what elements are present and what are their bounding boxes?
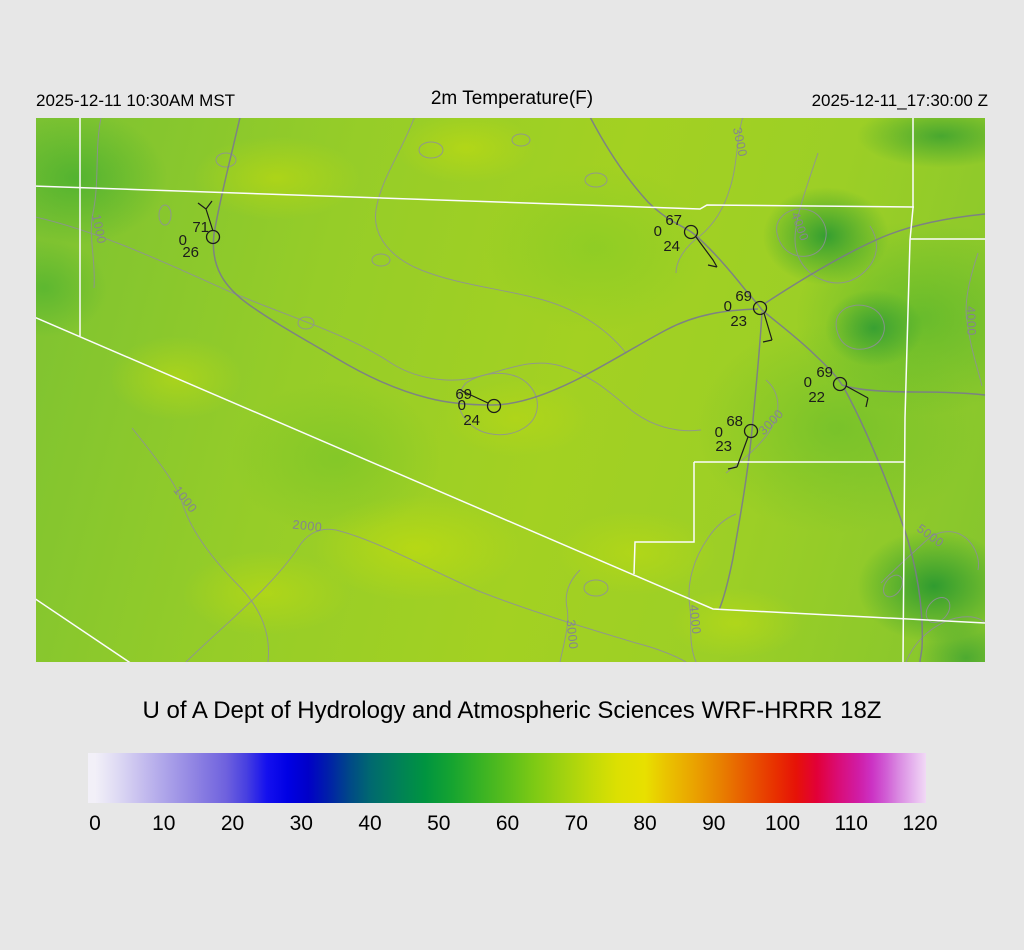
colorbar-tick: 20 xyxy=(220,812,245,835)
contour-label: 5000 xyxy=(914,521,946,550)
wind-barb-icon xyxy=(461,390,489,404)
station-circle xyxy=(486,398,502,414)
station-mid: 0 xyxy=(804,374,812,391)
colorbar-tick: 80 xyxy=(633,812,657,835)
colorbar-tick: 0 xyxy=(89,812,101,835)
station-plot: 67 0 24 xyxy=(654,212,718,268)
station-temp: 69 xyxy=(816,364,833,381)
station-dewpoint: 22 xyxy=(808,389,825,406)
contour-label: 3000 xyxy=(730,126,750,158)
station-plot: 69 0 22 xyxy=(804,364,869,408)
colorbar-ticks: 0 10 20 30 40 50 60 70 80 90 100 110 120 xyxy=(88,812,937,838)
colorbar-tick: 100 xyxy=(764,812,801,835)
station-mid: 0 xyxy=(179,232,187,249)
wind-barb-icon xyxy=(695,236,718,268)
station-circle xyxy=(743,423,759,439)
contour-label: 1000 xyxy=(170,483,199,515)
map-overlay: 1000 1000 2000 3000 4000 3000 4000 4000 … xyxy=(36,118,985,662)
colorbar-tick: 120 xyxy=(902,812,938,835)
credit-line: U of A Dept of Hydrology and Atmospheric… xyxy=(142,697,882,724)
station-mid: 0 xyxy=(724,298,732,315)
station-temp: 71 xyxy=(192,219,209,236)
colorbar-tick: 90 xyxy=(702,812,726,835)
contour-label: 3000 xyxy=(756,407,787,438)
colorbar-tick: 50 xyxy=(427,812,451,835)
station-temp: 68 xyxy=(726,413,743,430)
station-dewpoint: 24 xyxy=(663,238,680,255)
colorbar-tick: 40 xyxy=(358,812,382,835)
station-circle xyxy=(832,376,848,392)
road-lines xyxy=(212,118,985,662)
station-plot: 68 0 23 xyxy=(715,413,759,470)
wind-barb-icon xyxy=(762,312,773,343)
station-dewpoint: 26 xyxy=(182,244,199,261)
contour-label: 4000 xyxy=(686,604,703,635)
contour-label: 2000 xyxy=(292,518,323,535)
contour-label: 4000 xyxy=(963,306,978,336)
station-mid: 0 xyxy=(654,223,662,240)
station-temp: 69 xyxy=(455,386,472,403)
colorbar: 0 10 20 30 40 50 60 70 80 90 100 110 120 xyxy=(88,753,938,843)
station-dewpoint: 23 xyxy=(730,313,747,330)
station-plot: 69 0 23 xyxy=(724,288,773,343)
station-circle xyxy=(683,224,699,240)
contour-label: 4000 xyxy=(788,210,811,243)
colorbar-tick: 110 xyxy=(834,812,868,835)
station-temp: 69 xyxy=(735,288,752,305)
colorbar-tick: 70 xyxy=(564,812,588,835)
wind-barb-icon xyxy=(845,385,869,408)
wind-barb-icon xyxy=(727,436,749,470)
station-dewpoint: 23 xyxy=(715,438,732,455)
contour-label: 3000 xyxy=(563,619,580,650)
station-mid: 0 xyxy=(458,397,466,414)
map-title: 2m Temperature(F) xyxy=(430,88,594,109)
station-plot: 71 0 26 xyxy=(179,200,221,261)
station-mid: 0 xyxy=(715,424,723,441)
colorbar-tick: 10 xyxy=(152,812,176,835)
station-circle xyxy=(752,300,768,316)
timestamp-local: 2025-12-11 10:30AM MST xyxy=(36,91,236,110)
colorbar-tick: 30 xyxy=(289,812,313,835)
timestamp-utc: 2025-12-11_17:30:00 Z xyxy=(811,91,988,110)
station-temp: 67 xyxy=(665,212,682,229)
temperature-map: 1000 1000 2000 3000 4000 3000 4000 4000 … xyxy=(36,118,985,662)
station-dewpoint: 24 xyxy=(463,412,480,429)
colorbar-gradient xyxy=(88,753,926,803)
contour-label: 1000 xyxy=(89,213,109,245)
county-border-lines xyxy=(36,118,985,662)
colorbar-tick: 60 xyxy=(495,812,520,835)
wind-barb-icon xyxy=(197,200,214,232)
station-plot: 69 0 24 xyxy=(455,386,502,429)
